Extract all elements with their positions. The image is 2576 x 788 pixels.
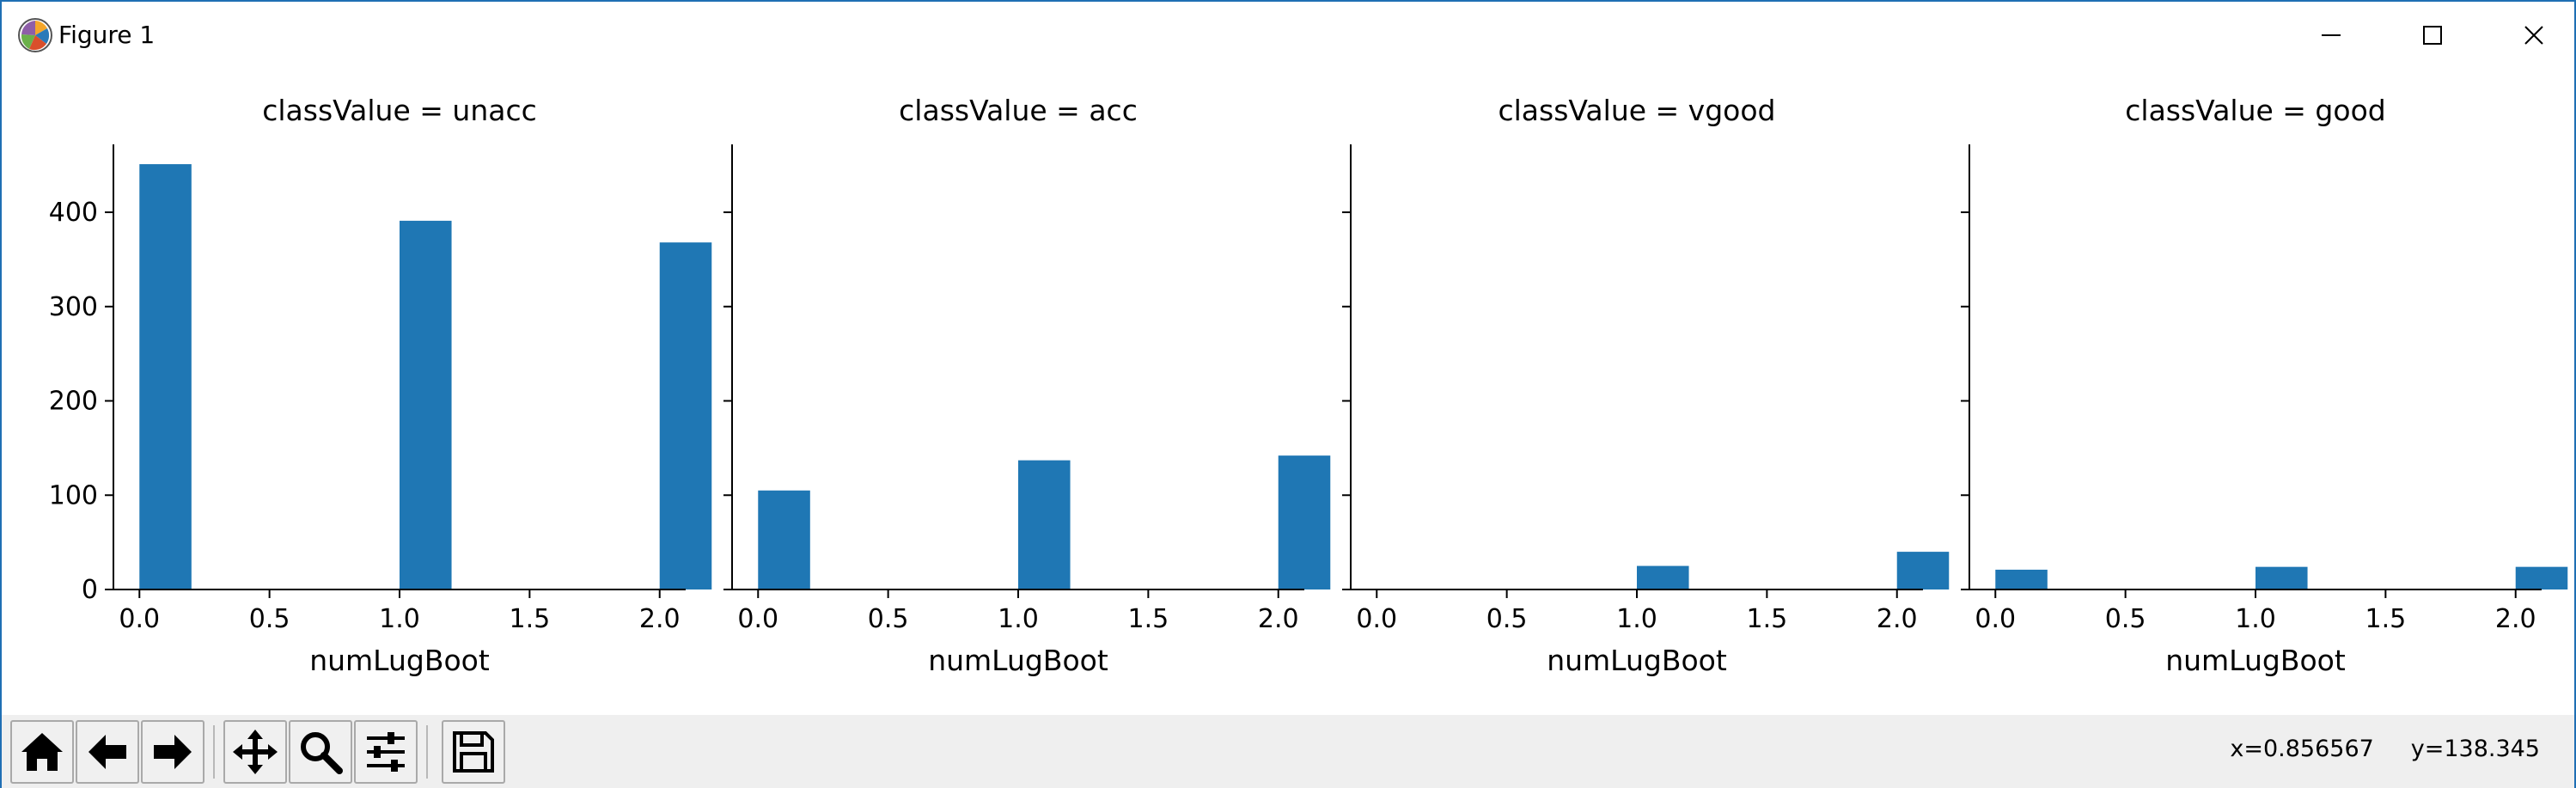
back-icon — [89, 735, 126, 769]
x-tick-label: 1.5 — [2365, 604, 2407, 634]
toolbar-separator — [426, 725, 428, 779]
x-tick-label: 1.0 — [998, 604, 1039, 634]
pan-icon — [233, 730, 278, 774]
bar — [139, 164, 192, 589]
panel-title: classValue = vgood — [1499, 94, 1776, 127]
bar — [1896, 552, 1950, 589]
bar — [659, 242, 712, 589]
x-tick-label: 0.0 — [1356, 604, 1397, 634]
x-tick-label: 1.0 — [379, 604, 420, 634]
panel-title: classValue = acc — [899, 94, 1138, 127]
facet-grid-chart: 0 100 200 300 400 0.0 0.5 1.0 1.5 2.0 classValue =… — [49, 94, 2568, 677]
x-tick-label: 0.5 — [1486, 604, 1528, 634]
configure-subplots-button[interactable] — [354, 720, 418, 784]
x-tick-label: 1.0 — [1616, 604, 1657, 634]
x-tick-label: 2.0 — [1877, 604, 1918, 634]
navigation-toolbar: x=0.856567 y=138.345 — [2, 715, 2574, 788]
close-button[interactable] — [2483, 2, 2576, 69]
toolbar-separator — [213, 725, 215, 779]
x-tick-label: 1.0 — [2235, 604, 2276, 634]
x-tick-label: 0.5 — [249, 604, 290, 634]
x-tick-label: 2.0 — [2495, 604, 2536, 634]
window-title: Figure 1 — [58, 21, 156, 49]
pan-button[interactable] — [223, 720, 287, 784]
maximize-button[interactable] — [2382, 2, 2483, 69]
zoom-icon — [301, 732, 343, 774]
panel-title: classValue = good — [2125, 94, 2385, 127]
y-tick-label: 0 — [82, 575, 98, 605]
bar — [2256, 566, 2308, 589]
save-icon — [453, 731, 494, 773]
back-button[interactable] — [76, 720, 139, 784]
bar — [1278, 455, 1331, 589]
configure-subplots-icon — [367, 732, 405, 772]
minimize-button[interactable] — [2280, 2, 2382, 69]
bar — [1018, 460, 1071, 589]
x-tick-label: 1.5 — [1747, 604, 1788, 634]
bar — [1995, 569, 2048, 589]
x-axis-label: numLugBoot — [1547, 644, 1727, 677]
bar — [758, 490, 810, 589]
figure-canvas[interactable]: 0 100 200 300 400 0.0 0.5 1.0 1.5 2.0 classValue =… — [2, 69, 2574, 715]
matplotlib-logo-icon — [18, 18, 52, 52]
bar — [2515, 566, 2568, 589]
x-tick-label: 1.5 — [1128, 604, 1169, 634]
y-tick-label: 200 — [49, 387, 98, 417]
x-axis-label: numLugBoot — [2165, 644, 2346, 677]
x-tick-label: 0.0 — [1975, 604, 2016, 634]
panel-title: classValue = unacc — [262, 94, 537, 127]
x-tick-label: 0.0 — [119, 604, 160, 634]
x-tick-label: 1.5 — [510, 604, 551, 634]
x-tick-label: 2.0 — [639, 604, 681, 634]
x-axis-label: numLugBoot — [928, 644, 1108, 677]
cursor-coordinates: x=0.856567 y=138.345 — [2230, 736, 2540, 762]
coord-y: y=138.345 — [2410, 736, 2540, 762]
minimize-icon — [2322, 34, 2341, 36]
forward-button[interactable] — [141, 720, 204, 784]
x-tick-label: 0.5 — [868, 604, 909, 634]
y-tick-label: 300 — [49, 292, 98, 322]
x-axis-label: numLugBoot — [309, 644, 490, 677]
zoom-button[interactable] — [289, 720, 352, 784]
bar — [1637, 565, 1689, 589]
home-button[interactable] — [10, 720, 74, 784]
y-tick-label: 100 — [49, 480, 98, 510]
x-tick-label: 0.5 — [2105, 604, 2146, 634]
maximize-icon — [2423, 26, 2442, 45]
bar — [400, 220, 452, 589]
title-bar[interactable]: Figure 1 — [2, 2, 2574, 69]
coord-x: x=0.856567 — [2230, 736, 2374, 762]
save-button[interactable] — [442, 720, 505, 784]
y-tick-label: 400 — [49, 198, 98, 228]
close-icon — [2524, 26, 2543, 45]
x-tick-label: 0.0 — [737, 604, 778, 634]
x-tick-label: 2.0 — [1258, 604, 1299, 634]
forward-icon — [154, 735, 192, 769]
home-icon — [21, 733, 63, 771]
